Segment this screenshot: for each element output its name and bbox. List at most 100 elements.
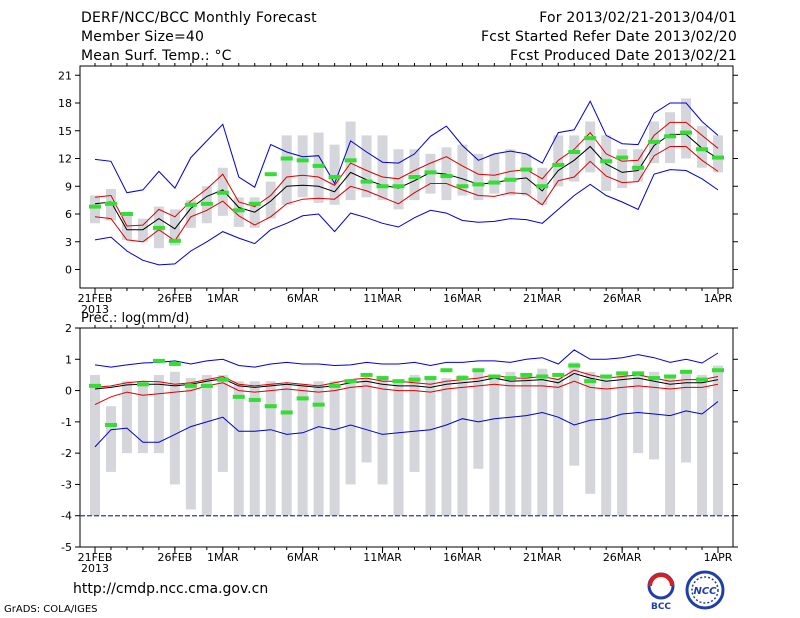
- prec-spread-box: [649, 371, 660, 460]
- prec-observed-marker: [152, 358, 165, 363]
- prec-observed-marker: [248, 397, 261, 402]
- temp-spread-box: [713, 135, 723, 173]
- temp-observed-marker: [696, 147, 709, 152]
- prec-mean-minus-sd-line: [94, 380, 719, 406]
- prec-spread-box: [569, 362, 580, 466]
- temp-observed-marker: [632, 165, 645, 170]
- temp-observed-marker: [168, 238, 181, 243]
- prec-observed-marker: [600, 374, 613, 379]
- prec-observed-marker: [552, 372, 565, 377]
- temp-spread-box: [90, 195, 100, 224]
- temp-spread-box: [521, 153, 532, 196]
- prec-spread-box: [473, 371, 484, 469]
- temp-spread-box: [697, 126, 708, 168]
- temp-spread-box: [377, 135, 388, 201]
- temp-observed-marker: [216, 190, 229, 195]
- temp-observed-marker: [456, 184, 469, 189]
- temp-observed-marker: [680, 130, 693, 135]
- prec-x-tick-label: 16MAR: [443, 551, 482, 564]
- temp-y-tick-label: 3: [65, 236, 72, 249]
- temp-spread-box: [185, 200, 196, 228]
- forecast-period: For 2013/02/21-2013/04/01: [539, 10, 737, 26]
- temp-y-tick-label: 9: [65, 180, 72, 193]
- temp-ensemble-mean-line: [94, 133, 719, 231]
- prec-ensemble-mean-line: [94, 372, 719, 390]
- prec-spread-box: [169, 371, 180, 485]
- prec-observed-marker: [664, 374, 677, 379]
- temp-spread-box: [633, 149, 644, 182]
- temp-observed-marker: [424, 170, 437, 175]
- prec-spread-box: [105, 406, 116, 472]
- temp-observed-marker: [664, 134, 677, 139]
- prec-spread-box: [505, 371, 516, 516]
- prec-observed-marker: [632, 371, 645, 376]
- temp-observed-marker: [712, 155, 724, 160]
- temp-observed-marker: [392, 184, 405, 189]
- prec-spread-box: [345, 381, 356, 485]
- temp-observed-marker: [552, 162, 565, 167]
- prec-spread-box: [329, 381, 340, 516]
- temp-spread-box: [361, 135, 372, 198]
- prec-observed-marker: [360, 372, 373, 377]
- prec-spread-box: [409, 374, 420, 472]
- temp-spread-box: [265, 181, 276, 219]
- temp-spread-box: [457, 144, 468, 196]
- temp-observed-marker: [312, 163, 325, 168]
- temp-observed-marker: [376, 184, 389, 189]
- temp-x-tick-year: 2013: [81, 303, 109, 316]
- temp-spread-box: [617, 149, 628, 189]
- prec-spread-box: [377, 378, 388, 485]
- temp-spread-box: [281, 135, 292, 205]
- prec-spread-box: [617, 371, 628, 516]
- temp-observed-marker: [472, 182, 485, 187]
- prec-spread-box: [233, 381, 244, 516]
- prec-spread-box: [217, 374, 228, 472]
- temp-observed-marker: [120, 212, 133, 216]
- website-url[interactable]: http://cmdp.ncc.cma.gov.cn: [73, 581, 269, 597]
- prec-observed-marker: [488, 374, 501, 379]
- prec-y-tick-label: -3: [61, 478, 72, 491]
- temp-observed-marker: [616, 155, 629, 160]
- temp-observed-marker: [248, 201, 261, 206]
- prec-observed-marker: [216, 377, 229, 382]
- temp-spread-box: [489, 153, 500, 194]
- prec-observed-marker: [472, 368, 485, 373]
- temp-observed-marker: [296, 158, 309, 163]
- prec-observed-marker: [680, 369, 693, 374]
- temp-observed-marker: [504, 177, 517, 182]
- prec-y-tick-label: 0: [65, 385, 72, 398]
- temp-ensemble-min-line: [94, 169, 719, 266]
- prec-spread-box: [601, 374, 612, 516]
- temp-spread-box: [409, 149, 420, 201]
- temp-plot-frame: [79, 65, 734, 289]
- prec-spread-box: [313, 381, 324, 516]
- temp-observed-marker: [344, 158, 357, 163]
- temp-x-tick-label: 21FEB: [78, 292, 113, 305]
- prec-ensemble-min-line: [94, 401, 719, 448]
- temp-observed-marker: [264, 172, 277, 177]
- temp-observed-marker: [184, 202, 197, 207]
- prec-spread-box: [121, 381, 132, 454]
- prec-y-tick-label: -2: [61, 447, 72, 460]
- temp-observed-marker: [568, 150, 581, 155]
- prec-observed-marker: [296, 396, 309, 401]
- temp-y-tick-label: 21: [58, 69, 72, 82]
- prec-ensemble-max-line: [94, 349, 719, 368]
- temp-observed-marker: [152, 225, 165, 230]
- prec-observed-marker: [408, 377, 421, 382]
- temp-mean-minus-sd-line: [94, 146, 719, 243]
- prec-spread-box: [681, 371, 692, 463]
- member-size-label: Member Size=40: [81, 29, 205, 45]
- prec-spread-box: [713, 365, 723, 516]
- ncc-logo-text: NCC: [693, 586, 717, 597]
- prec-spread-box: [249, 381, 260, 516]
- fcst-produced-date: Fcst Produced Date 2013/02/21: [509, 48, 737, 64]
- prec-x-tick-label: 11MAR: [363, 551, 402, 564]
- temp-ensemble-max-line: [94, 100, 719, 194]
- ncc-logo: NCC: [685, 570, 725, 610]
- temp-observed-marker: [648, 139, 661, 144]
- temp-observed-marker: [600, 159, 613, 164]
- prec-observed-marker: [232, 394, 245, 399]
- prec-x-tick-label: 21MAR: [523, 551, 562, 564]
